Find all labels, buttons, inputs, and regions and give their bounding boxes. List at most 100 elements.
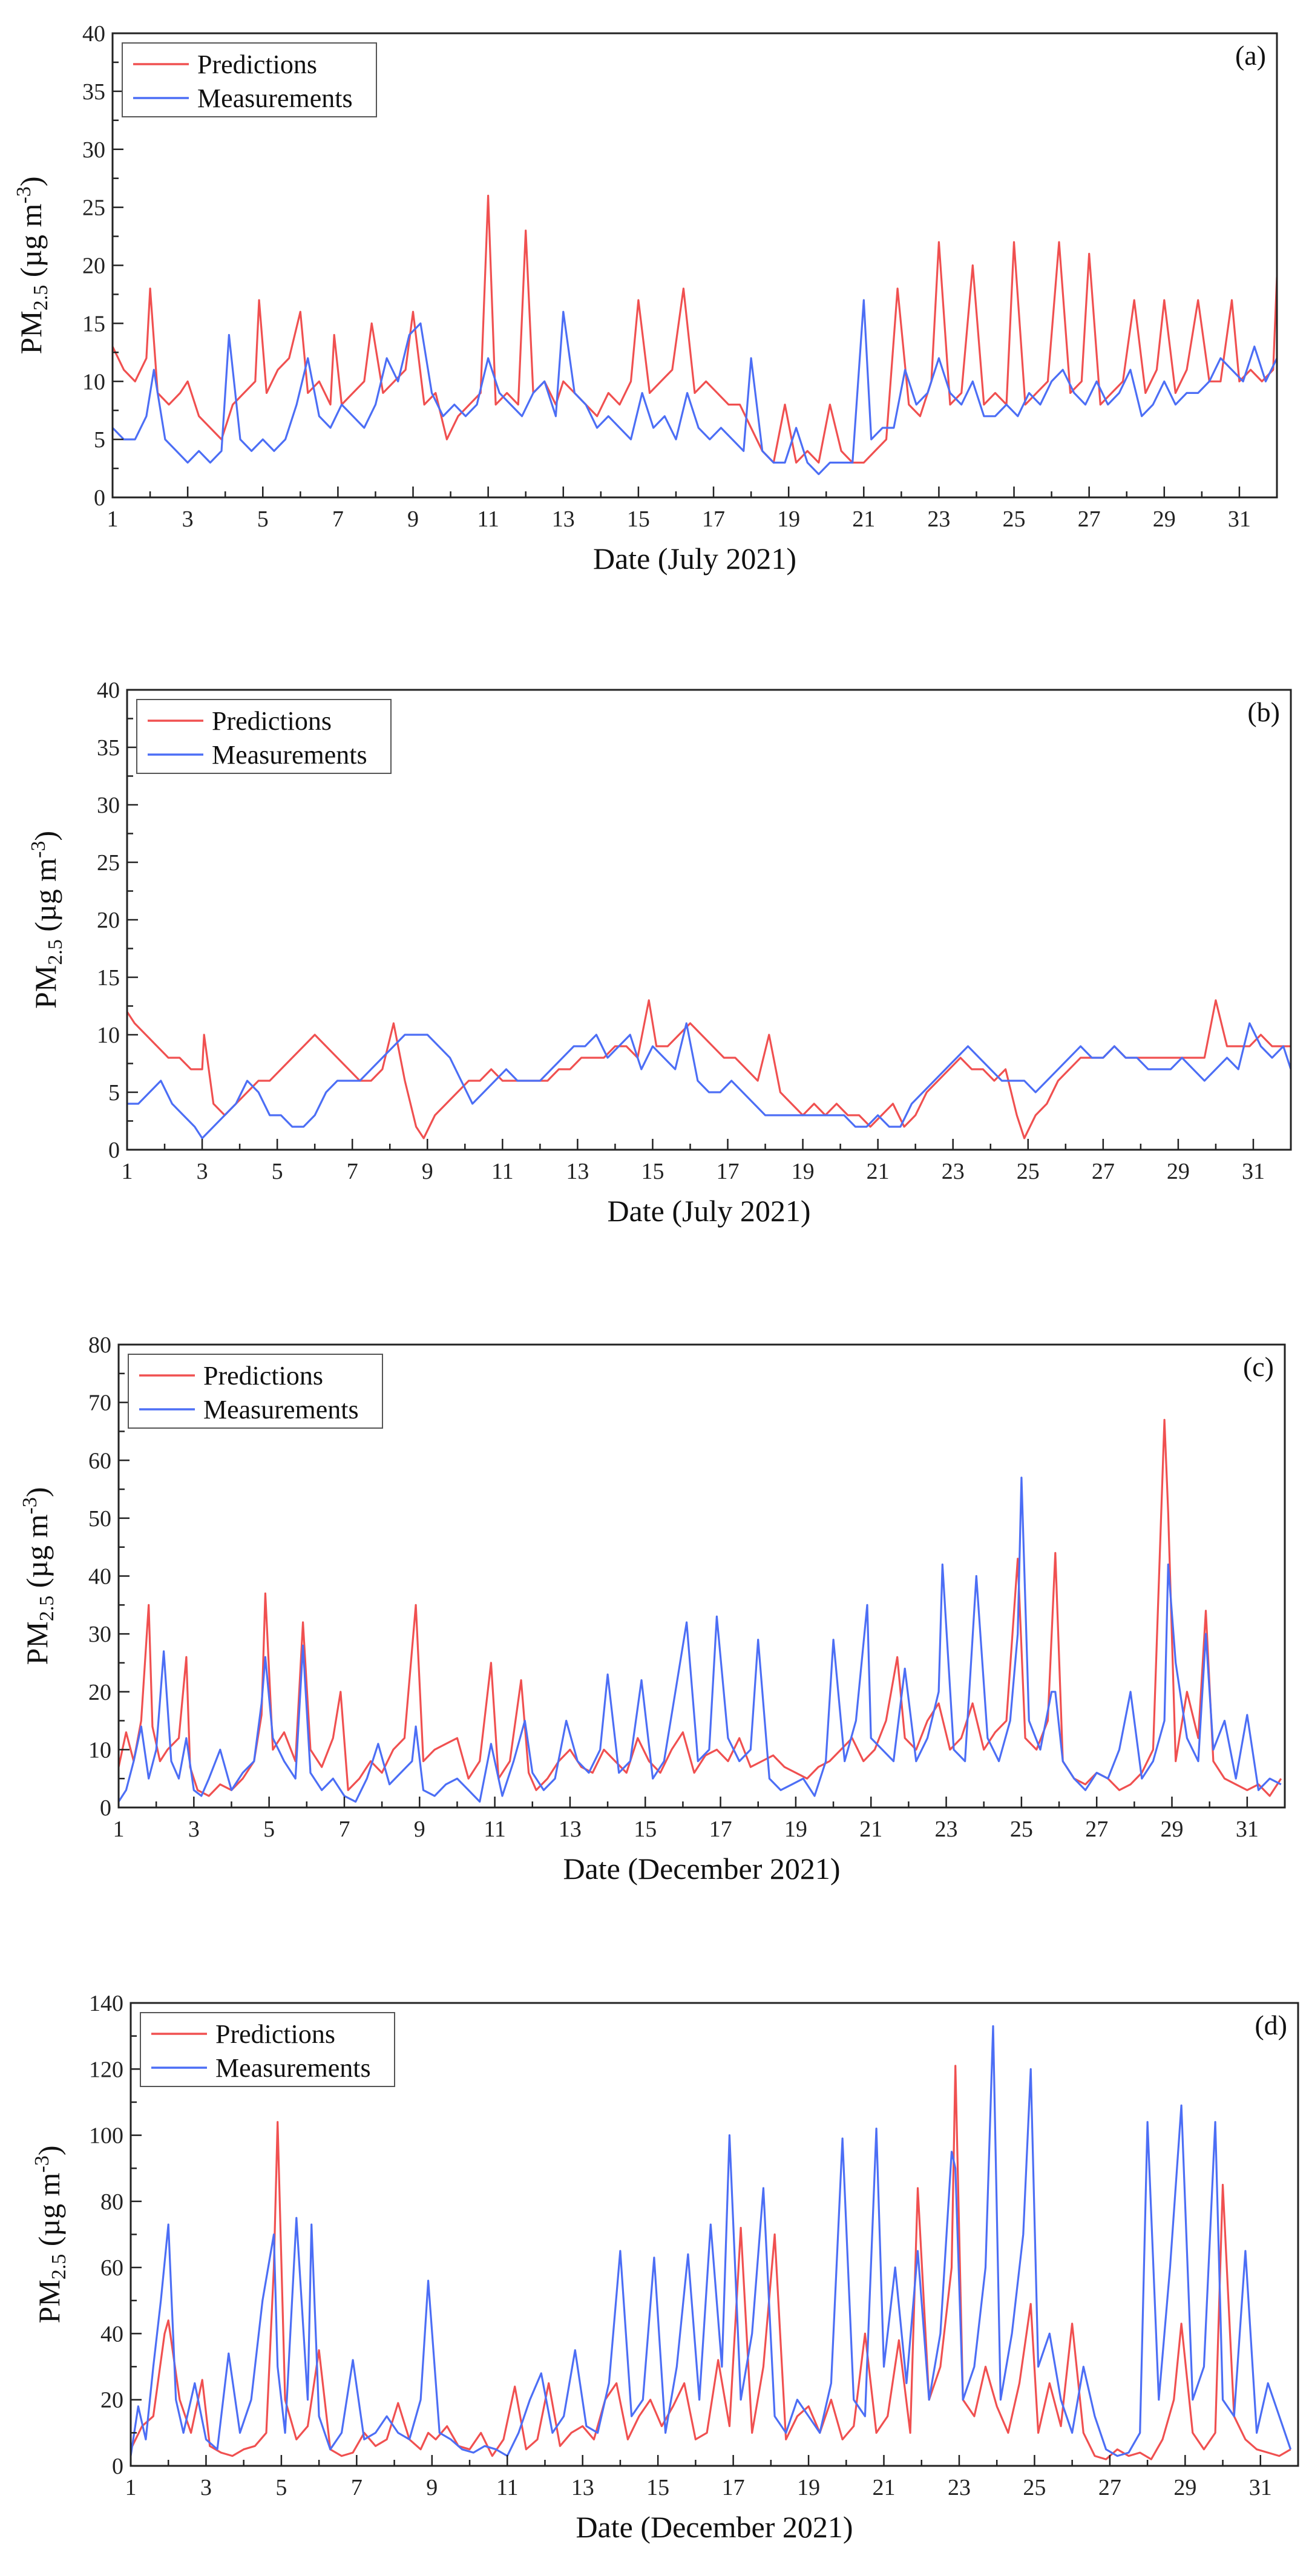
x-tick-label: 31 [1228, 506, 1251, 532]
y-axis-title: PM2.5 (µg m-3) [19, 1487, 58, 1665]
series-line-predictions [119, 1418, 1282, 1797]
series-line-predictions [113, 194, 1277, 464]
panel-label: (d) [1255, 2010, 1287, 2040]
y-tick-label: 0 [108, 1138, 120, 1163]
y-tick-label: 35 [97, 735, 120, 761]
y-axis-title: PM2.5 (µg m-3) [27, 831, 67, 1009]
y-axis-title-unit: (µg m [32, 2172, 66, 2253]
y-tick-label: 80 [88, 1332, 111, 1358]
x-tick-label: 29 [1173, 2475, 1196, 2500]
x-tick-label: 25 [1017, 1159, 1040, 1184]
y-tick-label: 10 [97, 1023, 120, 1048]
legend-box [136, 699, 392, 774]
x-tick-label: 27 [1098, 2475, 1121, 2500]
x-tick-label: 11 [496, 2475, 519, 2500]
x-tick-label: 15 [627, 506, 650, 532]
panel-label: (c) [1243, 1351, 1274, 1382]
x-tick-label: 17 [722, 2475, 745, 2500]
y-tick-label: 40 [97, 678, 120, 703]
x-tick-label: 25 [1003, 506, 1026, 532]
x-tick-label: 15 [646, 2475, 669, 2500]
y-tick-label: 40 [100, 2321, 123, 2347]
x-tick-label: 11 [491, 1159, 514, 1184]
x-tick-label: 23 [927, 506, 950, 532]
legend-label-measurements: Measurements [197, 84, 353, 113]
x-tick-label: 27 [1085, 1817, 1108, 1842]
x-axis-title: Date (July 2021) [593, 542, 796, 575]
y-tick-label: 5 [94, 427, 105, 453]
series-line-measurements [131, 2025, 1292, 2457]
x-tick-label: 27 [1078, 506, 1101, 532]
x-tick-label: 7 [351, 2475, 363, 2500]
x-tick-label: 3 [197, 1159, 208, 1184]
series-line-predictions [127, 999, 1291, 1139]
y-tick-label: 10 [82, 369, 105, 395]
x-tick-label: 23 [942, 1159, 965, 1184]
y-axis-title-sup: -3 [27, 841, 50, 858]
x-tick-label: 21 [873, 2475, 896, 2500]
x-tick-label: 29 [1161, 1817, 1184, 1842]
x-axis-title: Date (December 2021) [563, 1852, 840, 1886]
x-tick-label: 15 [634, 1817, 657, 1842]
legend-label-measurements: Measurements [215, 2053, 371, 2083]
x-tick-label: 13 [559, 1817, 582, 1842]
y-tick-label: 10 [88, 1737, 111, 1763]
x-tick-label: 27 [1092, 1159, 1115, 1184]
x-tick-label: 9 [407, 506, 419, 532]
legend-label-predictions: Predictions [212, 706, 332, 736]
y-tick-label: 100 [89, 2123, 123, 2149]
legend-label-predictions: Predictions [197, 50, 317, 79]
legend-box [122, 42, 377, 117]
y-tick-label: 70 [88, 1391, 111, 1416]
x-tick-label: 1 [122, 1159, 133, 1184]
x-tick-label: 5 [263, 1817, 275, 1842]
y-tick-label: 25 [97, 850, 120, 876]
y-axis-title-main: PM [28, 965, 62, 1009]
x-tick-label: 19 [797, 2475, 820, 2500]
series-line-measurements [119, 1476, 1282, 1803]
y-axis-title-unit: (µg m [20, 1514, 54, 1595]
y-tick-label: 0 [112, 2454, 123, 2479]
panel-label: (a) [1235, 40, 1266, 71]
y-tick-label: 40 [82, 21, 105, 47]
y-tick-label: 40 [88, 1564, 111, 1590]
y-tick-label: 140 [89, 1991, 123, 2016]
y-axis-title-sup: -3 [31, 2155, 53, 2172]
y-axis-title-main: PM [20, 1621, 54, 1665]
x-axis-title: Date (December 2021) [576, 2510, 853, 2544]
y-axis-title-sub: 2.5 [44, 939, 67, 965]
x-tick-label: 1 [125, 2475, 137, 2500]
series-line-predictions [131, 2065, 1291, 2460]
y-axis-title-unit: (µg m [28, 858, 62, 939]
x-tick-label: 9 [422, 1159, 433, 1184]
x-tick-label: 21 [867, 1159, 890, 1184]
y-tick-label: 60 [88, 1448, 111, 1473]
y-tick-label: 50 [88, 1506, 111, 1532]
y-tick-label: 0 [100, 1795, 111, 1821]
x-tick-label: 9 [426, 2475, 438, 2500]
y-tick-label: 25 [82, 195, 105, 221]
y-axis-title-sub: 2.5 [30, 285, 52, 311]
x-tick-label: 23 [935, 1817, 958, 1842]
x-tick-label: 3 [200, 2475, 212, 2500]
y-tick-label: 15 [82, 311, 105, 336]
legend-label-measurements: Measurements [203, 1395, 359, 1424]
x-tick-label: 25 [1010, 1817, 1033, 1842]
y-axis-title-unit: (µg m [14, 203, 48, 284]
x-tick-label: 29 [1153, 506, 1176, 532]
y-axis-title-main: PM [32, 2279, 66, 2323]
x-tick-label: 25 [1023, 2475, 1046, 2500]
x-tick-label: 19 [784, 1817, 807, 1842]
y-axis-title-sub: 2.5 [48, 2254, 70, 2280]
x-tick-label: 3 [182, 506, 194, 532]
legend-label-measurements: Measurements [212, 740, 367, 770]
x-tick-label: 1 [113, 1817, 125, 1842]
y-tick-label: 30 [97, 793, 120, 818]
y-tick-label: 35 [82, 79, 105, 105]
chart-panel-2: 1 3 5 7 9 11 13 15 17 19 21 23 25 27 29 310510152025303… [27, 678, 1292, 1228]
y-axis-title-sup: -3 [13, 186, 35, 203]
legend-box [140, 2012, 395, 2087]
x-tick-label: 31 [1236, 1817, 1259, 1842]
x-tick-label: 13 [552, 506, 575, 532]
